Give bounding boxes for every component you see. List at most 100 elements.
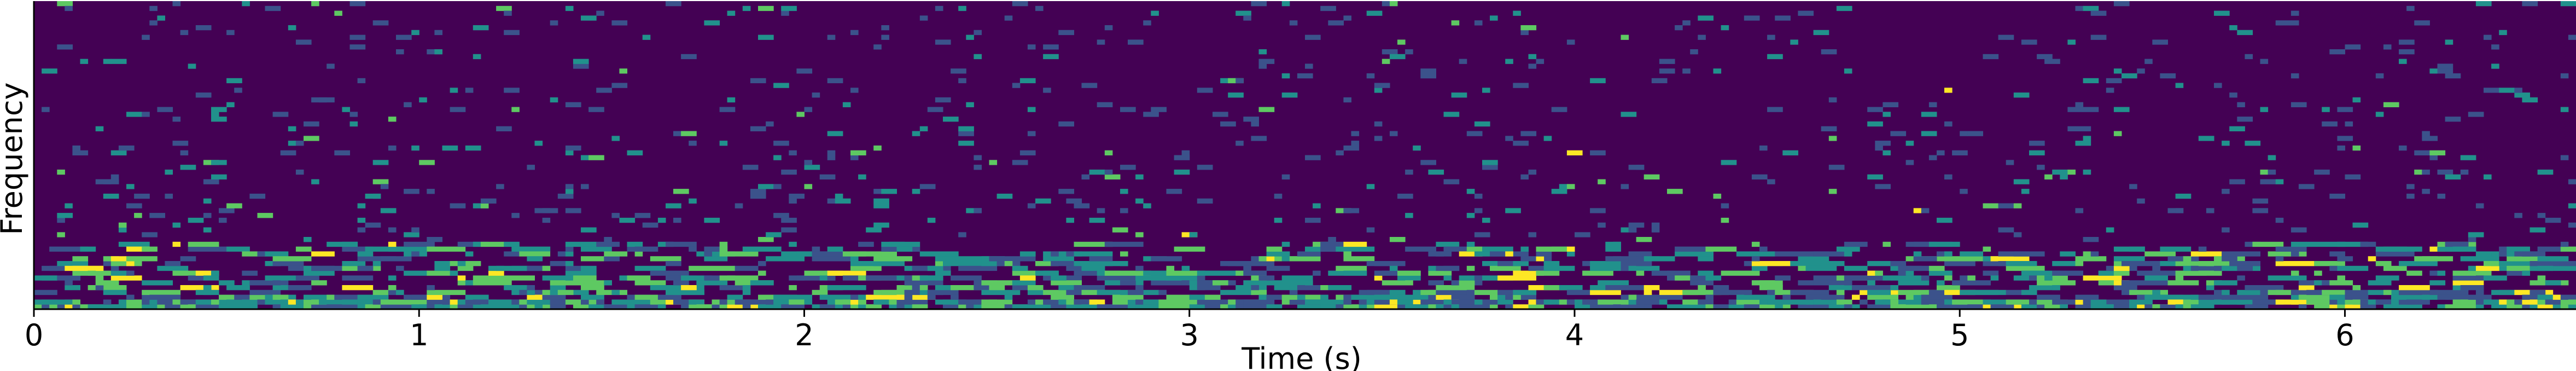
spectrogram-cell [2507,304,2530,310]
spectrogram-cell [357,299,381,305]
spectrogram-cell [1836,246,1860,252]
spectrogram-cell [2329,304,2338,310]
spectrogram-cell [2314,270,2322,276]
spectrogram-cell [1151,289,1159,295]
spectrogram-cell [2075,208,2084,213]
spectrogram-cell [1659,299,1668,305]
spectrogram-cell [565,246,574,252]
spectrogram-cell [1243,265,1251,271]
spectrogram-cell [773,155,782,160]
spectrogram-cell [126,256,158,262]
spectrogram-cell [1089,169,1105,175]
spectrogram-cell [758,270,766,276]
spectrogram-cell [819,294,859,300]
spectrogram-cell [1636,237,1652,242]
spectrogram-cell [1798,10,1814,16]
spectrogram-cell [1898,280,1930,286]
spectrogram-cell [288,141,296,146]
spectrogram-cell [1905,294,1914,300]
spectrogram-cell [1305,34,1321,40]
spectrogram-cell [1151,10,1159,16]
spectrogram-cell [496,184,504,189]
spectrogram-cell [2499,289,2515,295]
spectrogram-cell [1066,121,1074,127]
spectrogram-cell [2568,34,2576,40]
spectrogram-cell [2484,88,2499,93]
spectrogram-cell [450,203,466,208]
spectrogram-cell [2337,136,2353,141]
spectrogram-cell [2406,193,2415,199]
spectrogram-cell [719,285,743,291]
spectrogram-cell [172,1,181,7]
spectrogram-cell [2314,304,2338,310]
spectrogram-cell [812,251,843,257]
spectrogram-cell [149,20,158,26]
spectrogram-cell [604,237,612,242]
spectrogram-cell [1459,275,1483,281]
spectrogram-cell [673,280,689,286]
spectrogram-cell [850,88,859,93]
spectrogram-cell [1628,294,1637,300]
spectrogram-cell [2522,251,2530,257]
spectrogram-cell [434,261,451,266]
spectrogram-cell [2037,54,2053,60]
spectrogram-cell [2375,275,2399,281]
spectrogram-cell [1128,39,1136,45]
spectrogram-cell [1366,73,1375,79]
spectrogram-cell [2129,299,2137,305]
spectrogram-cell [1197,299,1236,305]
spectrogram-cell [257,213,273,218]
spectrogram-cell [1466,241,1475,247]
spectrogram-cell [681,54,697,60]
spectrogram-cell [1937,280,1945,286]
spectrogram-cell [242,270,258,276]
spectrogram-cell [758,261,766,266]
spectrogram-cell [434,304,442,310]
spectrogram-cell [2560,246,2576,252]
spectrogram-cell [1590,78,1606,84]
spectrogram-cell [2222,227,2230,233]
spectrogram-cell [2499,261,2538,266]
spectrogram-cell [2083,251,2091,257]
spectrogram-cell [750,193,766,199]
spectrogram-cell [1097,102,1113,107]
spectrogram-cell [1520,246,1529,252]
spectrogram-cell [2206,294,2222,300]
spectrogram-cell [1751,174,1768,179]
spectrogram-cell [1474,121,1490,127]
spectrogram-cell [1074,251,1113,257]
spectrogram-cell [951,275,982,281]
spectrogram-cell [1466,131,1483,136]
spectrogram-cell [2237,117,2253,122]
spectrogram-cell [1389,265,1398,271]
spectrogram-cell [596,10,604,16]
spectrogram-cell [958,232,966,237]
spectrogram-cell [796,275,805,281]
spectrogram-cell [2568,304,2576,310]
spectrogram-cell [1474,208,1483,213]
spectrogram-cell [2037,280,2076,286]
spectrogram-cell [2568,203,2576,208]
spectrogram-cell [95,275,104,281]
spectrogram-cell [1343,15,1351,21]
spectrogram-cell [673,217,681,223]
spectrogram-cell [72,299,80,305]
spectrogram-cell [473,280,512,286]
spectrogram-cell [1197,285,1221,291]
spectrogram-cell [727,10,736,16]
spectrogram-cell [2067,39,2076,45]
spectrogram-cell [573,59,589,64]
spectrogram-cell [2222,289,2230,295]
spectrogram-cell [1058,285,1074,291]
spectrogram-cell [2122,289,2130,295]
spectrogram-cell [935,97,951,103]
x-tick-label: 4 [1565,318,1584,352]
spectrogram-cell [1089,299,1105,305]
spectrogram-cell [1590,150,1606,155]
spectrogram-cell [1143,270,1174,276]
spectrogram-cell [2291,20,2299,26]
spectrogram-cell [1505,304,1513,310]
spectrogram-cell [1983,203,1999,208]
spectrogram-cell [2329,299,2338,305]
spectrogram-cell [1883,241,1891,247]
